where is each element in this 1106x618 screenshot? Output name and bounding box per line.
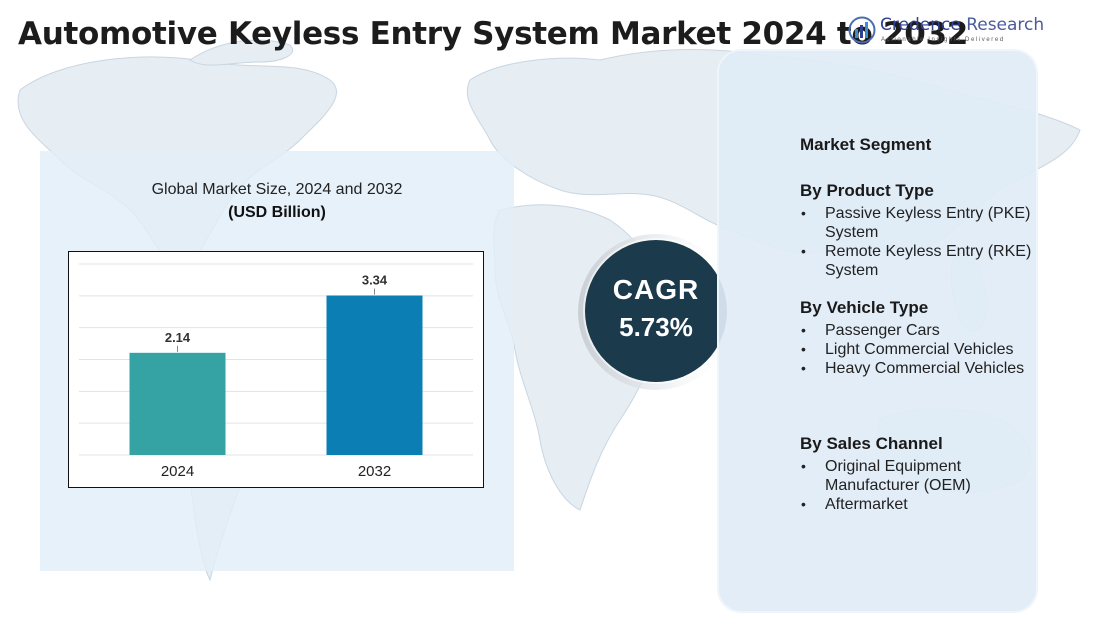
segment-group-title: By Product Type — [800, 181, 934, 200]
logo-name-part1: Credence — [880, 15, 961, 35]
bar-2032 — [326, 295, 423, 455]
segment-group-title: By Vehicle Type — [800, 298, 929, 317]
page-title: Automotive Keyless Entry System Market 2… — [18, 16, 969, 52]
segment-item: Aftermarket — [800, 495, 1036, 514]
segment-group-vehicle-type: By Vehicle Type Passenger Cars Light Com… — [800, 298, 1036, 378]
segment-group-title: By Sales Channel — [800, 434, 943, 453]
chart-unit-label: (USD Billion) — [228, 204, 326, 221]
bar-2024 — [129, 352, 226, 455]
logo-tagline: Actionable Insights Delivered — [881, 37, 1005, 43]
chart-title: Global Market Size, 2024 and 2032 — [151, 181, 403, 198]
chart-plot-area: 2.14 2024 3.34 2032 — [68, 251, 484, 488]
segment-item: Remote Keyless Entry (RKE) System — [800, 242, 1036, 280]
segment-item: Passive Keyless Entry (PKE) System — [800, 204, 1036, 242]
category-label-2024: 2024 — [161, 463, 194, 480]
bar-chart: 2.14 2024 3.34 2032 — [79, 263, 473, 480]
logo-name: Credence Research — [880, 15, 1044, 35]
data-label-2032: 3.34 — [362, 273, 388, 288]
segment-item: Heavy Commercial Vehicles — [800, 359, 1036, 378]
cagr-label: CAGR — [612, 274, 700, 305]
category-label-2032: 2032 — [358, 463, 391, 480]
market-segment-heading: Market Segment — [800, 135, 932, 154]
segment-item: Passenger Cars — [800, 321, 1036, 340]
logo-name-part2: Research — [966, 15, 1045, 35]
segment-group-sales-channel: By Sales Channel Original Equipment Manu… — [800, 434, 1036, 514]
market-segment-panel: Market Segment By Product Type Passive K… — [719, 51, 1036, 611]
cagr-value: 5.73% — [619, 312, 693, 342]
credence-research-logo: Credence Research Actionable Insights De… — [848, 14, 1048, 48]
market-size-chart-panel: Global Market Size, 2024 and 2032 (USD B… — [40, 151, 514, 571]
data-label-2024: 2.14 — [165, 330, 191, 345]
segment-item: Original Equipment Manufacturer (OEM) — [800, 457, 1036, 495]
bar-globe-icon — [848, 16, 876, 44]
segment-group-product-type: By Product Type Passive Keyless Entry (P… — [800, 181, 1036, 280]
cagr-badge: CAGR 5.73% — [585, 240, 727, 382]
segment-item: Light Commercial Vehicles — [800, 340, 1036, 359]
